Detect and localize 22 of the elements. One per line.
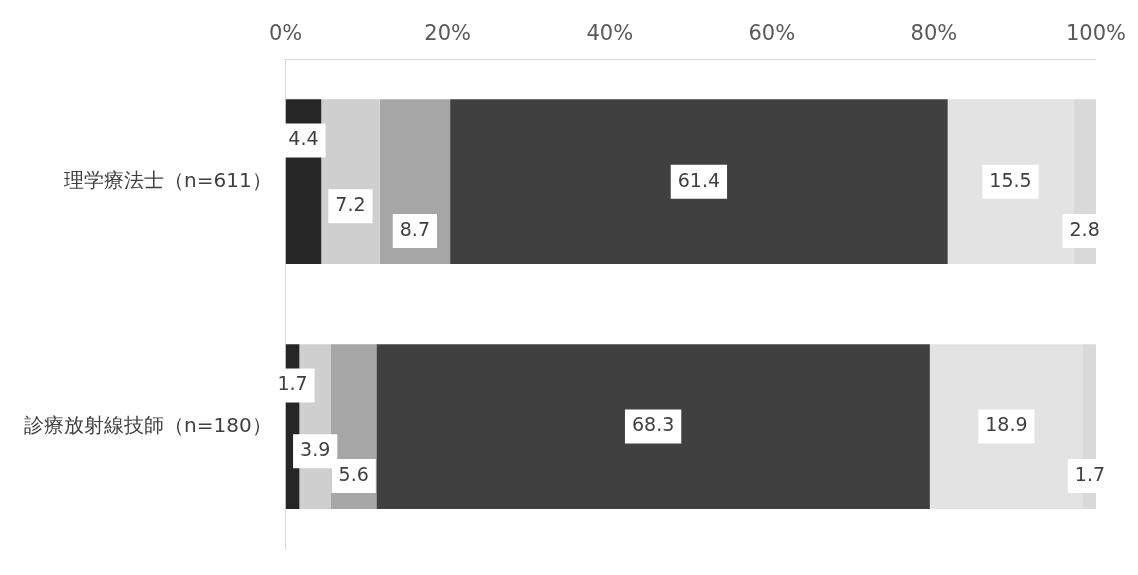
x-tick-label: 60% [748, 21, 796, 46]
data-label: 15.5 [989, 168, 1032, 191]
bar [450, 99, 948, 264]
y-tick-label: 診療放射線技師（n=180） [24, 412, 272, 437]
x-tick-label: 40% [586, 21, 634, 46]
x-tick-label: 100% [1065, 21, 1127, 46]
data-label: 1.7 [277, 372, 308, 395]
bar [376, 344, 930, 509]
x-tick-label: 0% [268, 21, 303, 46]
data-label: 3.9 [300, 438, 331, 461]
y-tick-label: 理学療法士（n=611） [64, 167, 272, 192]
data-label: 61.4 [677, 168, 721, 191]
x-tick-label: 20% [424, 21, 472, 46]
data-label: 5.6 [338, 462, 369, 485]
x-tick-label: 80% [910, 21, 958, 46]
data-label: 8.7 [399, 217, 430, 240]
data-label: 7.2 [335, 193, 366, 216]
data-label: 68.3 [631, 413, 675, 436]
data-label: 18.9 [985, 413, 1028, 436]
data-label: 2.8 [1069, 217, 1100, 240]
data-label: 4.4 [288, 127, 319, 150]
data-label: 1.7 [1074, 462, 1106, 485]
